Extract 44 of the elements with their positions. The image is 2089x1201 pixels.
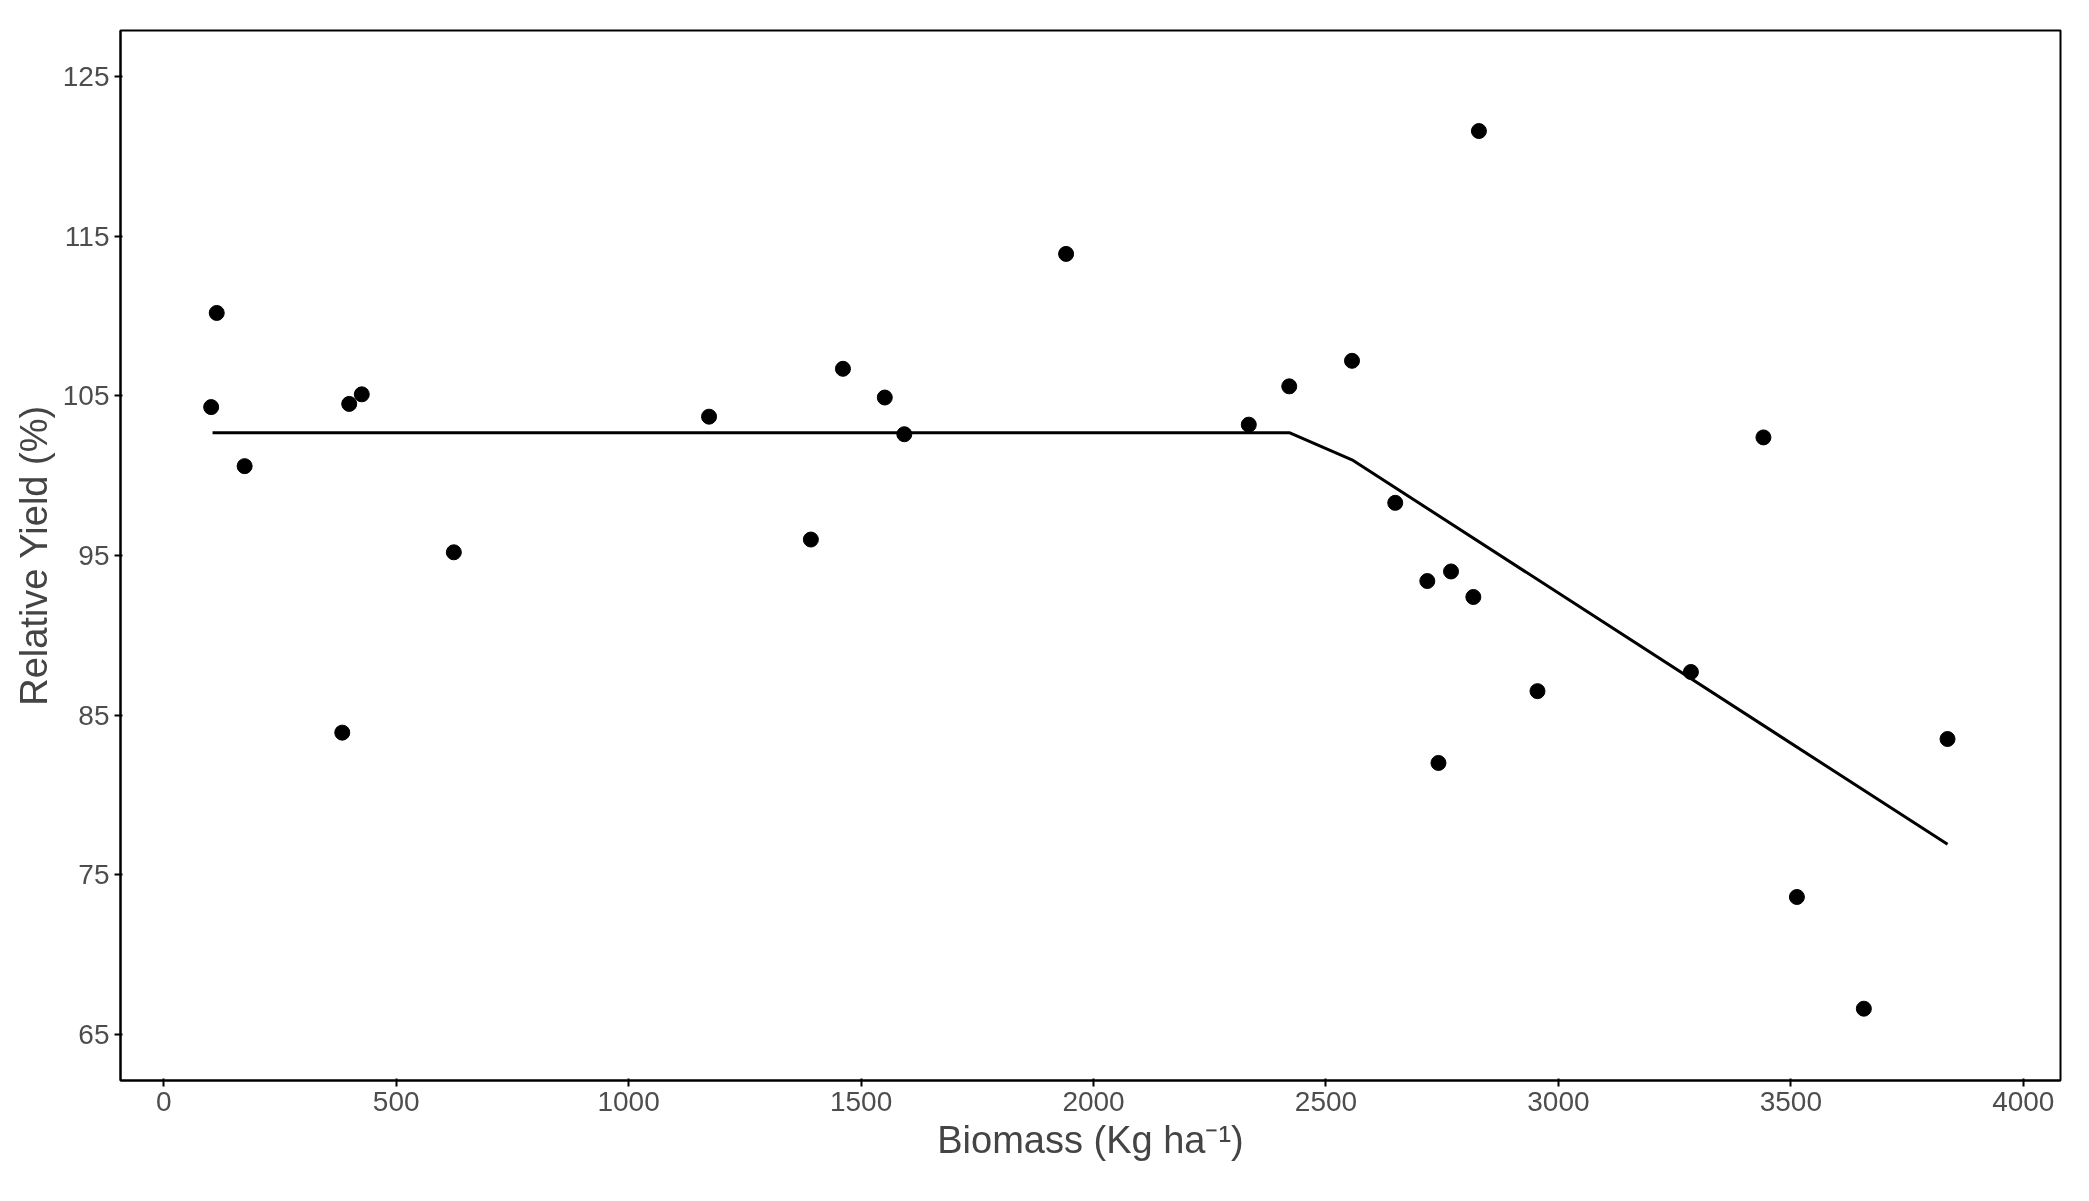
x-tick-label: 2000 [1062,1085,1125,1117]
x-tick-label: 2500 [1294,1085,1358,1117]
point [1281,378,1298,395]
x-tick-label: 4000 [1992,1085,2055,1117]
point [445,544,462,561]
y-tick-label: 65 [78,1018,110,1050]
point [334,724,351,741]
y-tick-label: 75 [78,859,110,891]
point [701,408,718,425]
point [1443,563,1460,580]
point [1529,683,1546,700]
point [876,389,893,406]
point [236,458,253,475]
point [208,304,225,321]
x-tick-label: 3500 [1759,1085,1823,1117]
point [1939,731,1956,747]
y-tick-label: 125 [62,61,110,93]
y-axis-title: Relative Yield (%) [12,405,55,706]
y-tick-label: 115 [64,220,110,252]
point [1344,352,1360,369]
point [1465,589,1482,605]
x-tick-label: 500 [372,1085,420,1117]
point [802,531,819,548]
y-tick-label: 85 [78,699,110,731]
point [1755,429,1772,446]
point [1788,889,1805,905]
y-tick-label: 95 [78,540,110,571]
x-tick-label: 0 [155,1085,172,1117]
point [341,395,358,412]
point [834,360,851,377]
point [1419,573,1436,590]
x-axis-title: Biomass (Kg ha⁻¹) [937,1118,1244,1161]
point [1855,1000,1872,1017]
point [1470,123,1487,140]
point [1240,416,1257,433]
point [353,386,370,403]
x-tick-label: 1500 [829,1085,893,1117]
point [1058,245,1075,262]
point [203,399,220,416]
x-tick-label: 1000 [597,1085,660,1117]
point [1387,494,1404,511]
y-tick-label: 105 [62,380,110,412]
x-tick-label: 3000 [1527,1085,1590,1117]
point [1430,754,1447,771]
